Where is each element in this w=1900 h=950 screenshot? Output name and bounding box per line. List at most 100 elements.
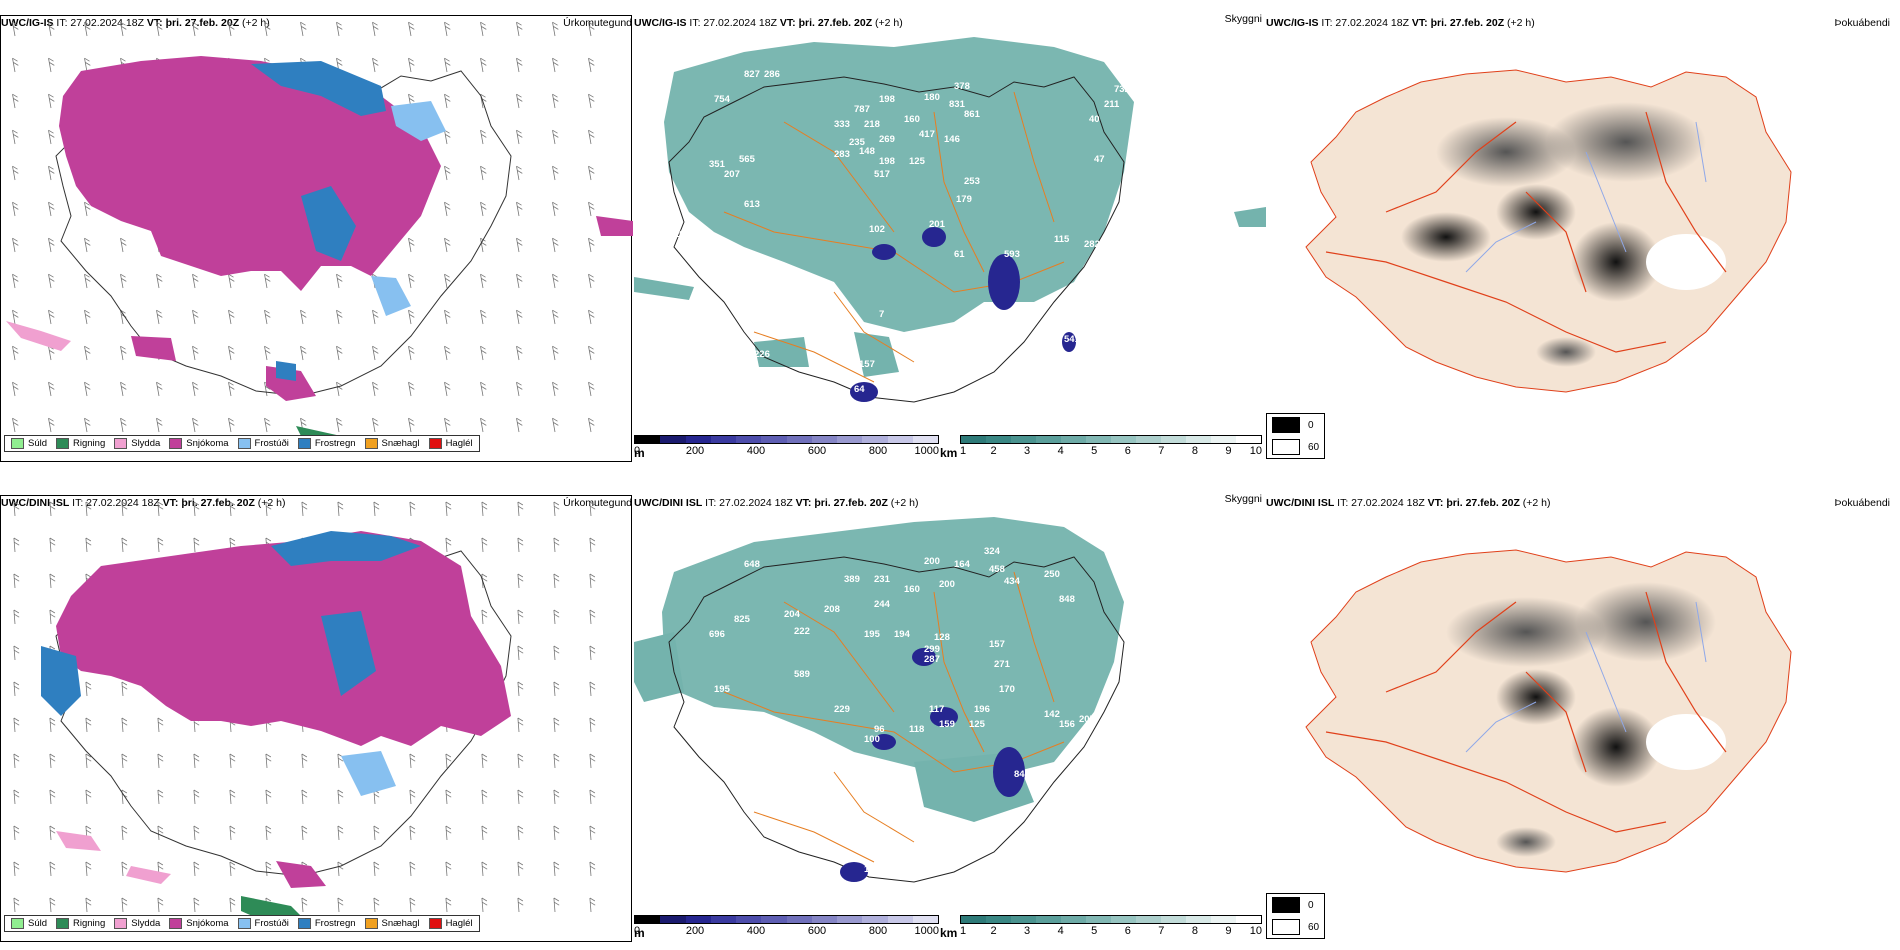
wind-barb (552, 57, 559, 73)
forecast-offset: (+2 h) (242, 17, 270, 29)
model-name: UWC/IG-IS (1266, 17, 1319, 29)
fog-shade (1576, 582, 1716, 662)
colorbar-step (1136, 916, 1161, 923)
legend-item: Frostregn (297, 918, 356, 929)
vis-peak-label: 593 (1004, 249, 1020, 260)
vis-fill-2 (634, 277, 694, 300)
wind-barb (408, 21, 415, 37)
wind-barb (552, 345, 559, 361)
wind-barb (85, 681, 92, 697)
wind-barb (156, 381, 163, 397)
colorbar-step (912, 916, 938, 923)
wind-barb (552, 93, 559, 109)
colorbar-step (1236, 916, 1261, 923)
fog-shade (1496, 669, 1576, 725)
colorbar-step (786, 916, 812, 923)
wind-barb (517, 897, 524, 913)
vis-peak-label: 434 (1004, 576, 1021, 587)
colorbar-tick-label: 2 (990, 925, 997, 937)
legend-swatch (114, 438, 128, 449)
wind-barb (589, 717, 596, 733)
wind-barb (12, 417, 19, 433)
wind-barb (517, 717, 524, 733)
legend-item: Slydda (114, 438, 160, 449)
wind-barb (121, 501, 128, 517)
legend-label: 60 (1308, 921, 1320, 933)
wind-barb (156, 273, 163, 289)
legend-row: 60 (1267, 916, 1324, 938)
wind-barb (373, 789, 380, 805)
colorbar-tick-label: 400 (746, 925, 766, 937)
vis-peak-label: 378 (954, 81, 970, 92)
legend-label: 0 (1308, 419, 1314, 431)
vis-peak-label: 235 (849, 137, 866, 148)
colorbar-step (887, 436, 913, 443)
wind-barb (49, 501, 56, 517)
legend-item: Snjókoma (169, 918, 229, 929)
vis-map[interactable]: 648 389 231 200 164 324 458 434 250 848 825 204 208 2… (634, 512, 1266, 912)
wind-barb (193, 789, 200, 805)
vis-peak-label: 222 (794, 626, 810, 637)
wind-barb (48, 57, 55, 73)
vis-peak-label: 137 (714, 239, 730, 250)
wind-barb (84, 57, 91, 73)
wind-barb (588, 21, 595, 37)
legend-item: Snæhagl (364, 438, 420, 449)
wind-barb (553, 609, 560, 625)
wind-barb (481, 609, 488, 625)
wind-barb (444, 129, 451, 145)
vis-peak-label: 118 (909, 724, 924, 735)
legend-label: Rigning (73, 438, 106, 449)
wind-barb (85, 789, 92, 805)
init-time: IT: 27.02.2024 18Z (705, 497, 793, 509)
wind-barb (193, 753, 200, 769)
legend-label: Slydda (131, 438, 161, 449)
roads (1325, 591, 1727, 833)
vis-peak-label: 159 (939, 719, 955, 730)
vis-peak-label: 231 (874, 574, 891, 585)
precip-map[interactable] (0, 15, 633, 462)
wind-barb (85, 501, 92, 517)
legend-label: Snæhagl (381, 918, 420, 929)
vis-map[interactable]: 827 286 754 787 198 180 378 831 861 333 218 160 351 5… (634, 32, 1266, 432)
wind-barb (192, 309, 199, 325)
wind-barb (588, 201, 595, 217)
wind-barb (516, 57, 523, 73)
colorbar-step (786, 436, 812, 443)
vis-peak-label: 389 (844, 574, 860, 585)
snow-area (56, 531, 511, 746)
wind-barb (552, 381, 559, 397)
wind-barb (13, 537, 20, 553)
legend-swatch (1272, 897, 1300, 913)
precip-map[interactable] (0, 495, 632, 942)
colorbar-step (685, 916, 711, 923)
sleet-area-2 (126, 866, 171, 884)
colorbar-tick-label: 3 (1024, 445, 1031, 457)
vis-peak-label: 57 (1064, 804, 1075, 815)
wind-barb (588, 417, 595, 433)
legend-label: Frostúði (254, 438, 289, 449)
wind-barb (13, 645, 20, 661)
wind-barb (552, 273, 559, 289)
wind-barb (552, 201, 559, 217)
colorbar-tick-label: 4 (1057, 925, 1064, 937)
vis-peak-label: 831 (949, 99, 966, 110)
vis-colorbar-m: 0 200 400 600 800 1000 (634, 435, 939, 458)
colorbar-tick-label: 800 (868, 445, 888, 457)
colorbar-step (862, 436, 888, 443)
legend-swatch (114, 918, 128, 929)
wind-barb (337, 501, 344, 517)
low-vis-cell (993, 747, 1025, 797)
wind-barb (337, 825, 344, 841)
wind-barb (193, 897, 200, 913)
colorbar-step (1061, 916, 1086, 923)
vis-peak-label: 164 (954, 559, 971, 570)
wind-barb (373, 501, 380, 517)
wind-barb (229, 789, 236, 805)
cloud-map[interactable] (1266, 512, 1900, 912)
panel-title: Úrkomutegund (563, 17, 632, 29)
model-name: UWC/DINI ISL (1266, 497, 1335, 509)
cloud-map[interactable] (1266, 32, 1900, 432)
wind-barb (481, 861, 488, 877)
